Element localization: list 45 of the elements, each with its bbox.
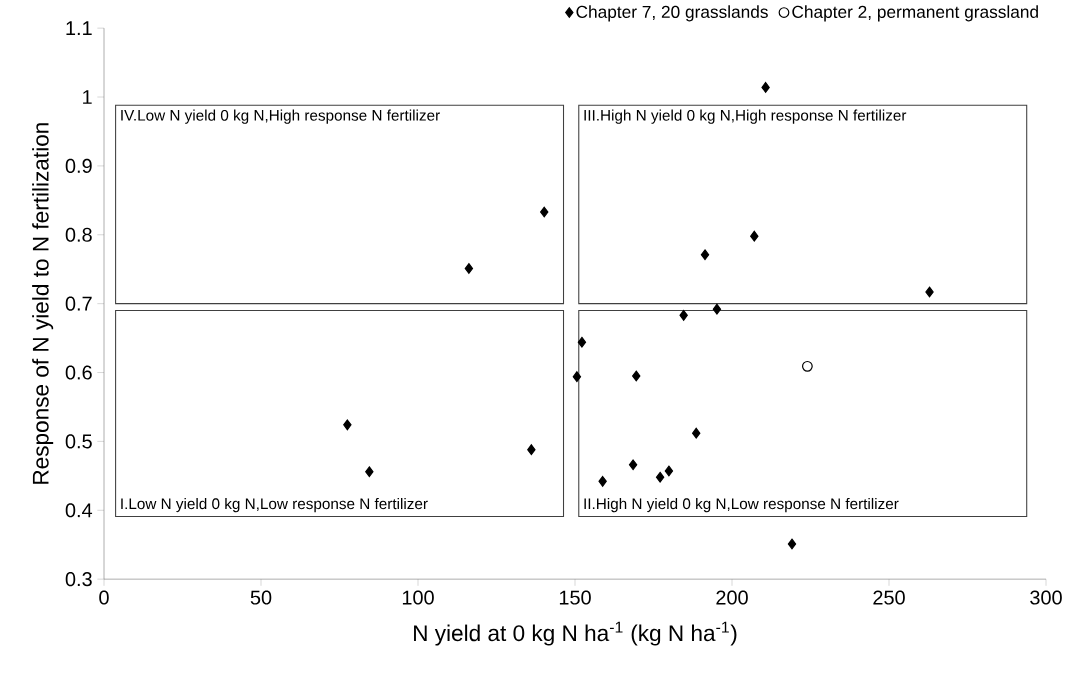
x-axis-title: N yield at 0 kg N ha$^{-1}$ (kg N ha$^{-1}$) <box>414 621 737 646</box>
point <box>365 466 374 478</box>
point <box>925 286 934 298</box>
point <box>598 475 607 487</box>
annotation: I.Low N yield 0 kg N,Low response N fertilizer <box>121 497 428 513</box>
y-tick-label: 0.9 <box>65 158 92 173</box>
point <box>577 336 587 348</box>
x-tick-label: 200 <box>716 590 748 605</box>
point <box>343 419 352 431</box>
y-tick-label: 0.8 <box>65 227 92 242</box>
x-tick-label: 100 <box>402 590 434 605</box>
point <box>679 309 688 321</box>
point <box>572 371 582 382</box>
y-tick-label: 0.4 <box>65 503 93 518</box>
point <box>664 465 674 477</box>
x-tick-label: 300 <box>1030 590 1062 605</box>
point <box>540 206 549 218</box>
point <box>628 459 638 471</box>
point <box>632 370 641 382</box>
x-tick-label: 50 <box>250 590 272 605</box>
point <box>787 538 797 550</box>
y-tick-label: 0.6 <box>65 365 92 380</box>
y-tick-label: 0.7 <box>65 296 92 311</box>
annotation: IV.Low N yield 0 kg N,High response N fertilizer <box>121 109 440 124</box>
point <box>700 249 710 261</box>
point <box>527 444 536 455</box>
y-tick-label: 0.3 <box>65 572 92 587</box>
annotation: II.High N yield 0 kg N,Low response N fertilizer <box>584 497 899 513</box>
point <box>712 303 722 315</box>
point <box>692 427 701 439</box>
y-axis-title: Response of N yield to N fertilization <box>32 123 54 484</box>
annotation: III.High N yield 0 kg N,High response N fertilizer <box>584 109 907 124</box>
legend-label: Chapter 7, 20 grasslands <box>576 5 768 22</box>
legend-label: Chapter 2, permanent grassland <box>792 5 1038 22</box>
point <box>761 81 770 93</box>
y-tick-label: 1 <box>83 90 92 104</box>
y-tick-label: 1.1 <box>66 21 92 35</box>
x-tick-label: 0 <box>99 590 109 605</box>
point <box>801 360 813 372</box>
point <box>655 471 665 483</box>
x-tick-label: 250 <box>873 590 905 605</box>
x-tick-label: 150 <box>559 590 591 605</box>
point <box>750 230 759 242</box>
point <box>464 263 474 274</box>
y-tick-label: 0.5 <box>65 434 92 449</box>
